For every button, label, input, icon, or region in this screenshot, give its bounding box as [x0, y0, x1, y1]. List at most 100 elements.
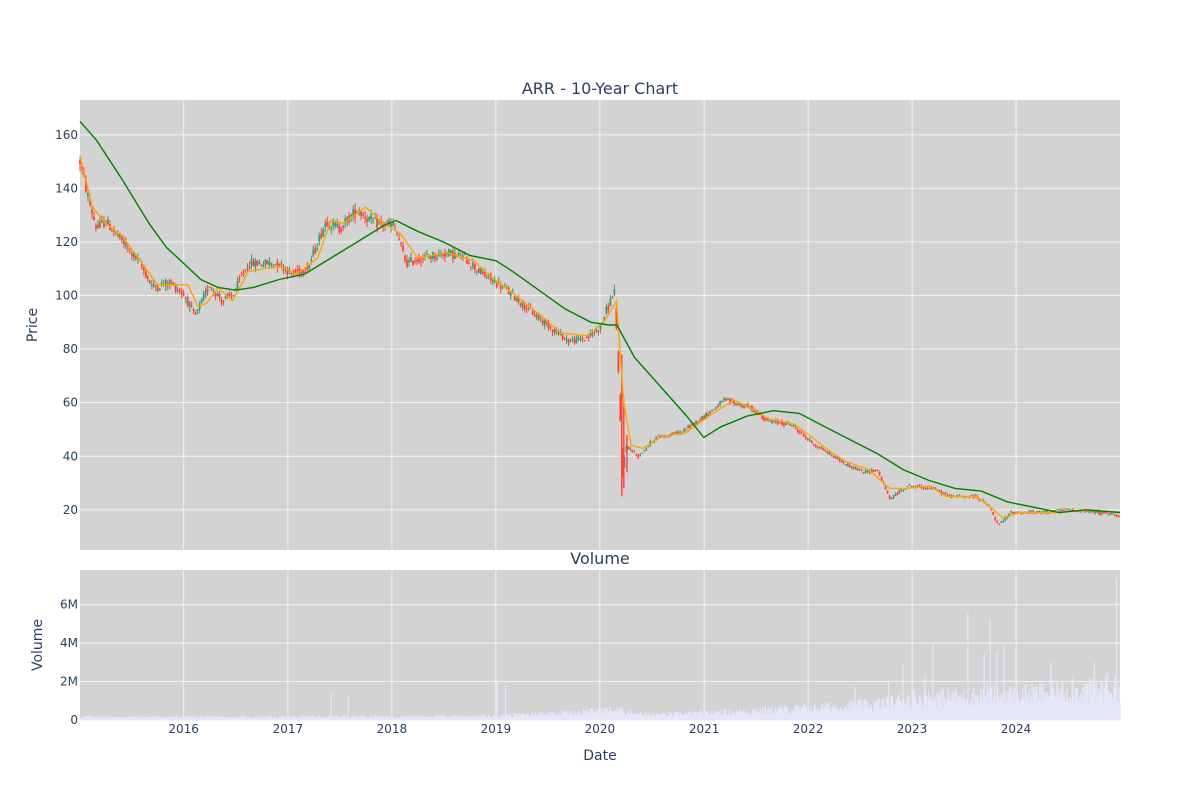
volume-bar — [152, 716, 154, 720]
volume-bar — [642, 715, 644, 720]
volume-bar — [968, 703, 971, 720]
candle-body — [326, 221, 329, 227]
volume-bar — [461, 716, 463, 720]
volume-bar — [846, 709, 848, 720]
volume-bar — [500, 714, 502, 720]
candle-body — [240, 275, 243, 276]
volume-bar — [547, 713, 549, 720]
volume-bar — [1116, 700, 1119, 720]
volume-bar — [222, 716, 225, 720]
volume-bar — [722, 713, 724, 720]
volume-bar — [145, 717, 147, 720]
volume-bar — [1101, 695, 1103, 720]
volume-bar — [791, 712, 793, 720]
volume-bar — [220, 718, 222, 720]
volume-bar — [930, 699, 932, 720]
volume-bar — [1090, 682, 1092, 720]
volume-bar — [888, 710, 890, 720]
candle-body — [645, 448, 648, 451]
volume-bar — [717, 711, 719, 720]
volume-bar — [621, 707, 623, 720]
candle-body — [128, 248, 131, 250]
volume-bar — [420, 717, 422, 720]
volume-bar — [881, 700, 884, 720]
volume-bar — [1072, 684, 1074, 720]
volume-bar — [163, 718, 165, 720]
volume-bar — [378, 717, 380, 720]
volume-bar — [105, 717, 107, 720]
volume-bar — [1062, 699, 1065, 720]
volume-bar — [398, 717, 400, 720]
volume-bar — [986, 686, 989, 720]
volume-bar — [892, 708, 895, 720]
volume-bar — [131, 717, 133, 720]
volume-bar — [104, 716, 106, 720]
volume-bar — [780, 706, 782, 720]
volume-bar — [350, 717, 352, 720]
candle-body — [246, 268, 249, 270]
volume-bar — [182, 717, 185, 720]
candle-body — [230, 295, 233, 297]
volume-bar — [649, 715, 651, 720]
candle-body — [214, 293, 217, 297]
candle-body — [262, 265, 265, 267]
volume-bar — [1035, 686, 1037, 720]
volume-bar — [833, 705, 835, 720]
volume-bar — [905, 704, 907, 720]
candle-body — [467, 262, 470, 265]
volume-bar — [902, 664, 904, 720]
volume-bar — [984, 695, 986, 720]
volume-bar — [501, 714, 503, 720]
volume-bar — [826, 709, 828, 720]
volume-bar — [820, 710, 822, 720]
candle-body — [372, 220, 375, 222]
volume-bar — [1024, 685, 1026, 720]
volume-bar — [159, 718, 161, 720]
volume-bar — [769, 709, 772, 720]
volume-bar — [953, 703, 955, 720]
candle-body — [517, 297, 520, 302]
volume-bar — [836, 708, 838, 720]
volume-bar — [1102, 683, 1104, 720]
volume-bar — [155, 718, 157, 720]
volume-bar — [335, 718, 337, 720]
volume-bar — [1021, 687, 1024, 720]
candle-body — [1088, 511, 1090, 513]
volume-bar — [481, 715, 484, 720]
volume-bar — [733, 712, 736, 720]
candle-body — [154, 285, 157, 287]
candle-body — [386, 222, 388, 224]
candle-body — [725, 398, 727, 401]
volume-bar — [607, 712, 609, 720]
volume-bar — [748, 711, 750, 720]
candle-body — [491, 279, 494, 282]
candle-body — [160, 282, 163, 286]
volume-bar — [544, 716, 546, 720]
candle-body — [675, 431, 678, 434]
candle-body — [1062, 509, 1064, 511]
volume-bar — [314, 716, 316, 720]
volume-bar — [708, 714, 710, 720]
candle-body — [122, 240, 125, 245]
volume-bar — [536, 716, 538, 720]
volume-bar — [1027, 694, 1029, 720]
candle-body — [390, 223, 392, 228]
volume-bar — [681, 715, 683, 720]
volume-bar — [773, 711, 775, 720]
volume-bar — [552, 712, 555, 720]
candle-body — [424, 255, 426, 256]
volume-bar — [582, 709, 584, 720]
candle-body — [679, 431, 682, 434]
volume-bar — [788, 713, 790, 720]
volume-bar — [729, 714, 731, 720]
volume-bar — [874, 700, 876, 720]
candle-body — [743, 405, 745, 408]
volume-bar — [180, 716, 182, 720]
volume-bar — [697, 715, 699, 720]
volume-bar — [91, 716, 93, 720]
volume-bar — [550, 711, 552, 720]
volume-bar — [955, 687, 957, 720]
candle-body — [312, 249, 315, 256]
volume-bar — [767, 713, 769, 720]
volume-bar — [987, 705, 989, 720]
